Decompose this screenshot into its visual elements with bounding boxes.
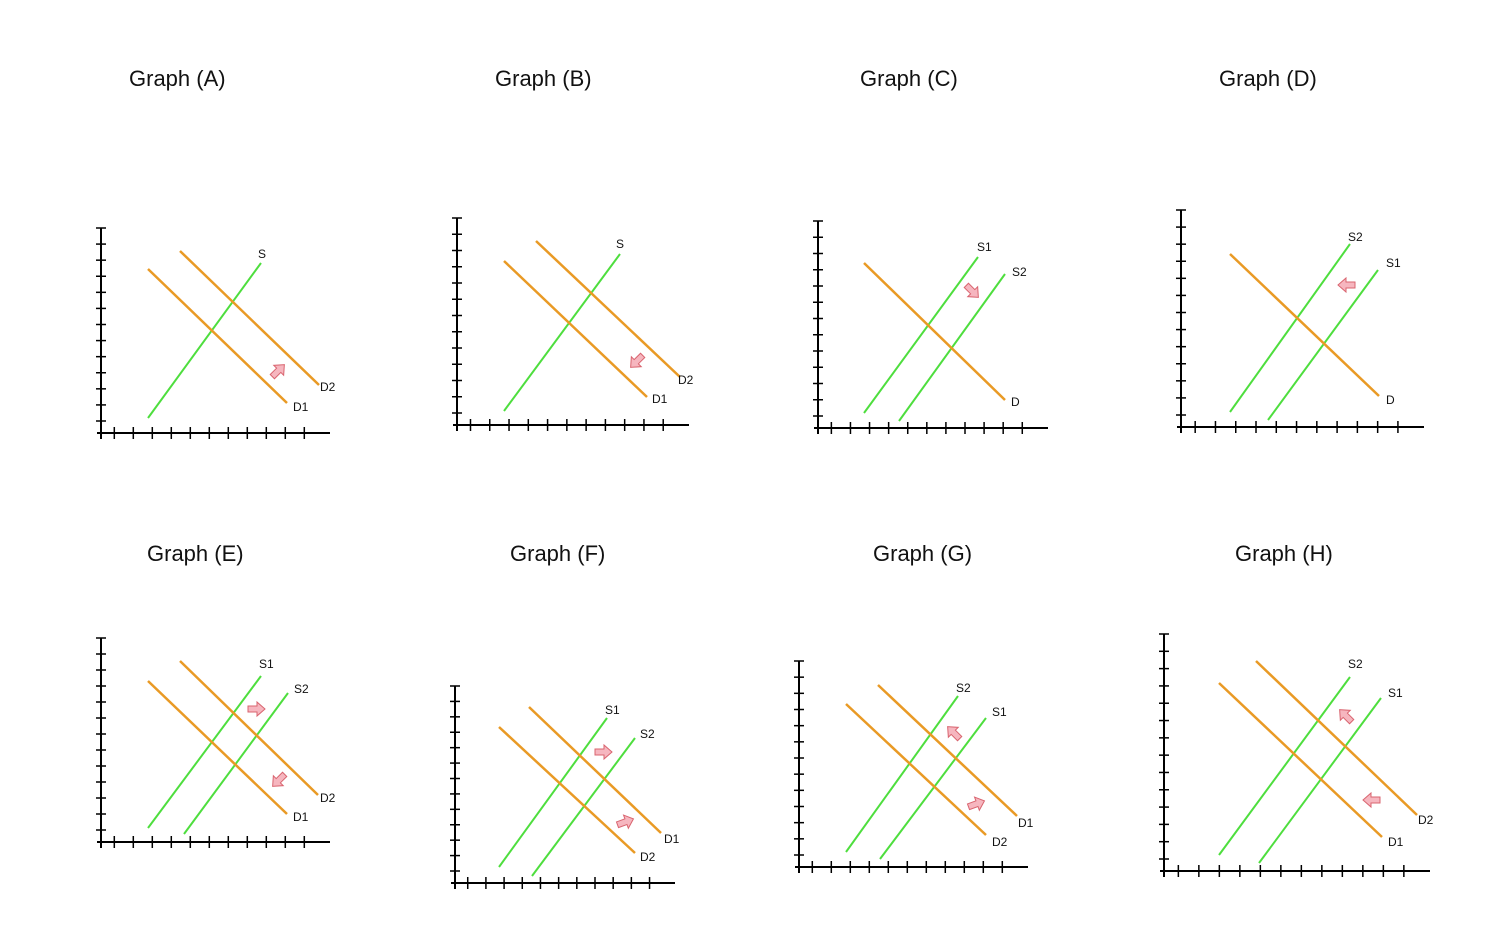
supply-curve-s [147, 262, 262, 419]
supply-curve-s2 [1218, 676, 1351, 856]
supply-label: S1 [977, 240, 992, 254]
demand-curve-d2 [498, 726, 636, 854]
demand-label: D [1386, 393, 1395, 407]
supply-label: S [616, 237, 624, 251]
demand-left-arrow-icon [272, 771, 288, 787]
demand-left-arrow-icon [630, 352, 646, 368]
graph-g: Graph (G) S2 S1 D2 D1 [794, 541, 1034, 873]
graph-f: Graph (F) S1 S2 D2 D1 [450, 541, 680, 889]
graph-title: Graph (C) [860, 66, 958, 91]
demand-curve-d [863, 262, 1006, 401]
demand-curve-d1 [528, 706, 662, 834]
graph-title: Graph (F) [510, 541, 605, 566]
supply-label: S1 [992, 705, 1007, 719]
supply-label: S1 [1386, 256, 1401, 270]
supply-curve-s [503, 253, 621, 412]
demand-label: D2 [992, 835, 1008, 849]
supply-curve-s1 [498, 717, 608, 868]
demand-label: D [1011, 395, 1020, 409]
graph-title: Graph (D) [1219, 66, 1317, 91]
demand-label: D1 [293, 400, 309, 414]
graph-d: Graph (D) S2 S1 D [1176, 66, 1424, 433]
supply-right-arrow-icon [247, 700, 266, 718]
demand-label: D1 [293, 810, 309, 824]
supply-label: S2 [1348, 657, 1363, 671]
demand-right-arrow-icon [966, 796, 986, 812]
supply-label: S2 [956, 681, 971, 695]
demand-right-arrow-icon [269, 364, 285, 380]
supply-label: S1 [259, 657, 274, 671]
graph-title: Graph (E) [147, 541, 244, 566]
supply-label: S2 [294, 682, 309, 696]
demand-label: D2 [1418, 813, 1434, 827]
demand-curve-d1 [503, 260, 648, 398]
demand-curve-d2 [535, 240, 681, 378]
demand-right-arrow-icon [615, 814, 635, 830]
supply-curve-s1 [863, 256, 979, 414]
demand-curve-d1 [147, 268, 288, 404]
graph-title: Graph (G) [873, 541, 972, 566]
demand-label: D2 [640, 850, 656, 864]
supply-label: S2 [1348, 230, 1363, 244]
supply-curve-s1 [1258, 697, 1382, 864]
supply-left-arrow-icon [1337, 276, 1356, 294]
supply-left-arrow-icon [1339, 709, 1355, 725]
demand-label: D1 [1018, 816, 1034, 830]
demand-curve-d2 [845, 703, 987, 836]
demand-curve-d2 [1255, 660, 1418, 816]
supply-right-arrow-icon [963, 282, 979, 298]
supply-label: S2 [640, 727, 655, 741]
supply-label: S [258, 247, 266, 261]
demand-curve-d2 [179, 660, 319, 796]
graph-a: Graph (A) S D1 D2 [96, 66, 336, 439]
demand-label: D2 [320, 791, 336, 805]
supply-label: S2 [1012, 265, 1027, 279]
graph-e: Graph (E) S1 S2 D1 D2 [96, 541, 336, 848]
demand-label: D1 [664, 832, 680, 846]
demand-curve-d2 [179, 250, 320, 386]
graph-h: Graph (H) S2 S1 D1 D2 [1159, 541, 1434, 877]
demand-label: D2 [320, 380, 336, 394]
demand-label: D1 [652, 392, 668, 406]
supply-curve-s1 [879, 717, 987, 860]
supply-label: S1 [605, 703, 620, 717]
graph-title: Graph (A) [129, 66, 226, 91]
supply-label: S1 [1388, 686, 1403, 700]
demand-label: D1 [1388, 835, 1404, 849]
demand-label: D2 [678, 373, 694, 387]
demand-left-arrow-icon [1362, 791, 1381, 809]
supply-left-arrow-icon [947, 726, 963, 742]
graph-title: Graph (H) [1235, 541, 1333, 566]
graph-b: Graph (B) S D1 D2 [452, 66, 694, 431]
graph-title: Graph (B) [495, 66, 592, 91]
supply-curve-s2 [845, 695, 959, 853]
supply-curve-s2 [531, 737, 636, 877]
demand-curve-d [1229, 253, 1380, 397]
supply-right-arrow-icon [594, 743, 613, 761]
supply-curve-s1 [1267, 269, 1379, 421]
demand-curve-d1 [877, 684, 1018, 817]
supply-curve-s2 [1229, 243, 1351, 413]
supply-curve-s1 [147, 675, 262, 829]
demand-curve-d1 [147, 680, 288, 815]
graph-c: Graph (C) S1 S2 D [813, 66, 1048, 434]
demand-curve-d1 [1218, 682, 1383, 838]
